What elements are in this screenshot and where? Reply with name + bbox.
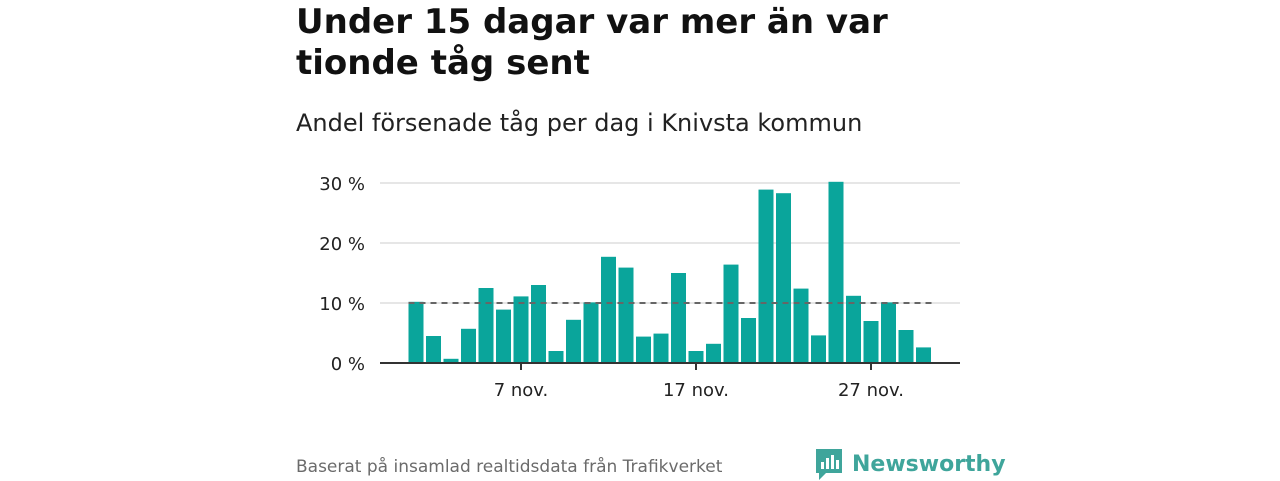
bar xyxy=(496,309,511,363)
newsworthy-logo-icon xyxy=(816,449,842,480)
bar xyxy=(916,347,931,363)
bar xyxy=(688,351,704,363)
source-note: Baserat på insamlad realtidsdata från Tr… xyxy=(296,457,723,477)
bar xyxy=(898,330,914,363)
bar xyxy=(881,302,896,363)
y-tick-label: 10 % xyxy=(319,294,365,315)
bar xyxy=(513,296,529,363)
x-tick-label: 17 nov. xyxy=(663,380,729,401)
bar xyxy=(671,273,686,363)
y-tick-label: 0 % xyxy=(331,354,365,375)
bar xyxy=(776,193,791,363)
bar xyxy=(793,288,809,363)
bar xyxy=(846,295,861,363)
bar xyxy=(863,321,879,363)
bar xyxy=(636,336,651,363)
brand-logo: Newsworthy xyxy=(814,447,1006,481)
chart-title: Under 15 dagar var mer än var tionde tåg… xyxy=(296,2,888,83)
bar xyxy=(531,285,546,363)
bar xyxy=(478,288,494,363)
bar xyxy=(461,328,476,363)
bar-chart: 0 % 10 % 20 % 30 % 7 nov. 17 nov. 27 nov. xyxy=(319,174,960,401)
y-tick-label: 30 % xyxy=(319,174,365,195)
brand-name: Newsworthy xyxy=(852,451,1006,477)
bar xyxy=(723,264,739,363)
chart-subtitle: Andel försenade tåg per dag i Knivsta ko… xyxy=(296,109,863,137)
x-tick-label: 27 nov. xyxy=(838,380,904,401)
bar xyxy=(443,358,459,363)
x-tick-label: 7 nov. xyxy=(494,380,549,401)
bar xyxy=(426,336,441,363)
bar xyxy=(741,318,756,363)
bar xyxy=(583,302,599,363)
y-tick-label: 20 % xyxy=(319,234,365,255)
bar xyxy=(548,351,564,363)
bar xyxy=(758,189,774,363)
bar xyxy=(811,335,826,363)
bar xyxy=(601,256,616,363)
bar xyxy=(828,181,844,363)
bar xyxy=(408,301,424,363)
bar xyxy=(706,343,721,363)
bar xyxy=(566,319,581,363)
bar xyxy=(653,333,669,363)
bar xyxy=(618,267,634,363)
